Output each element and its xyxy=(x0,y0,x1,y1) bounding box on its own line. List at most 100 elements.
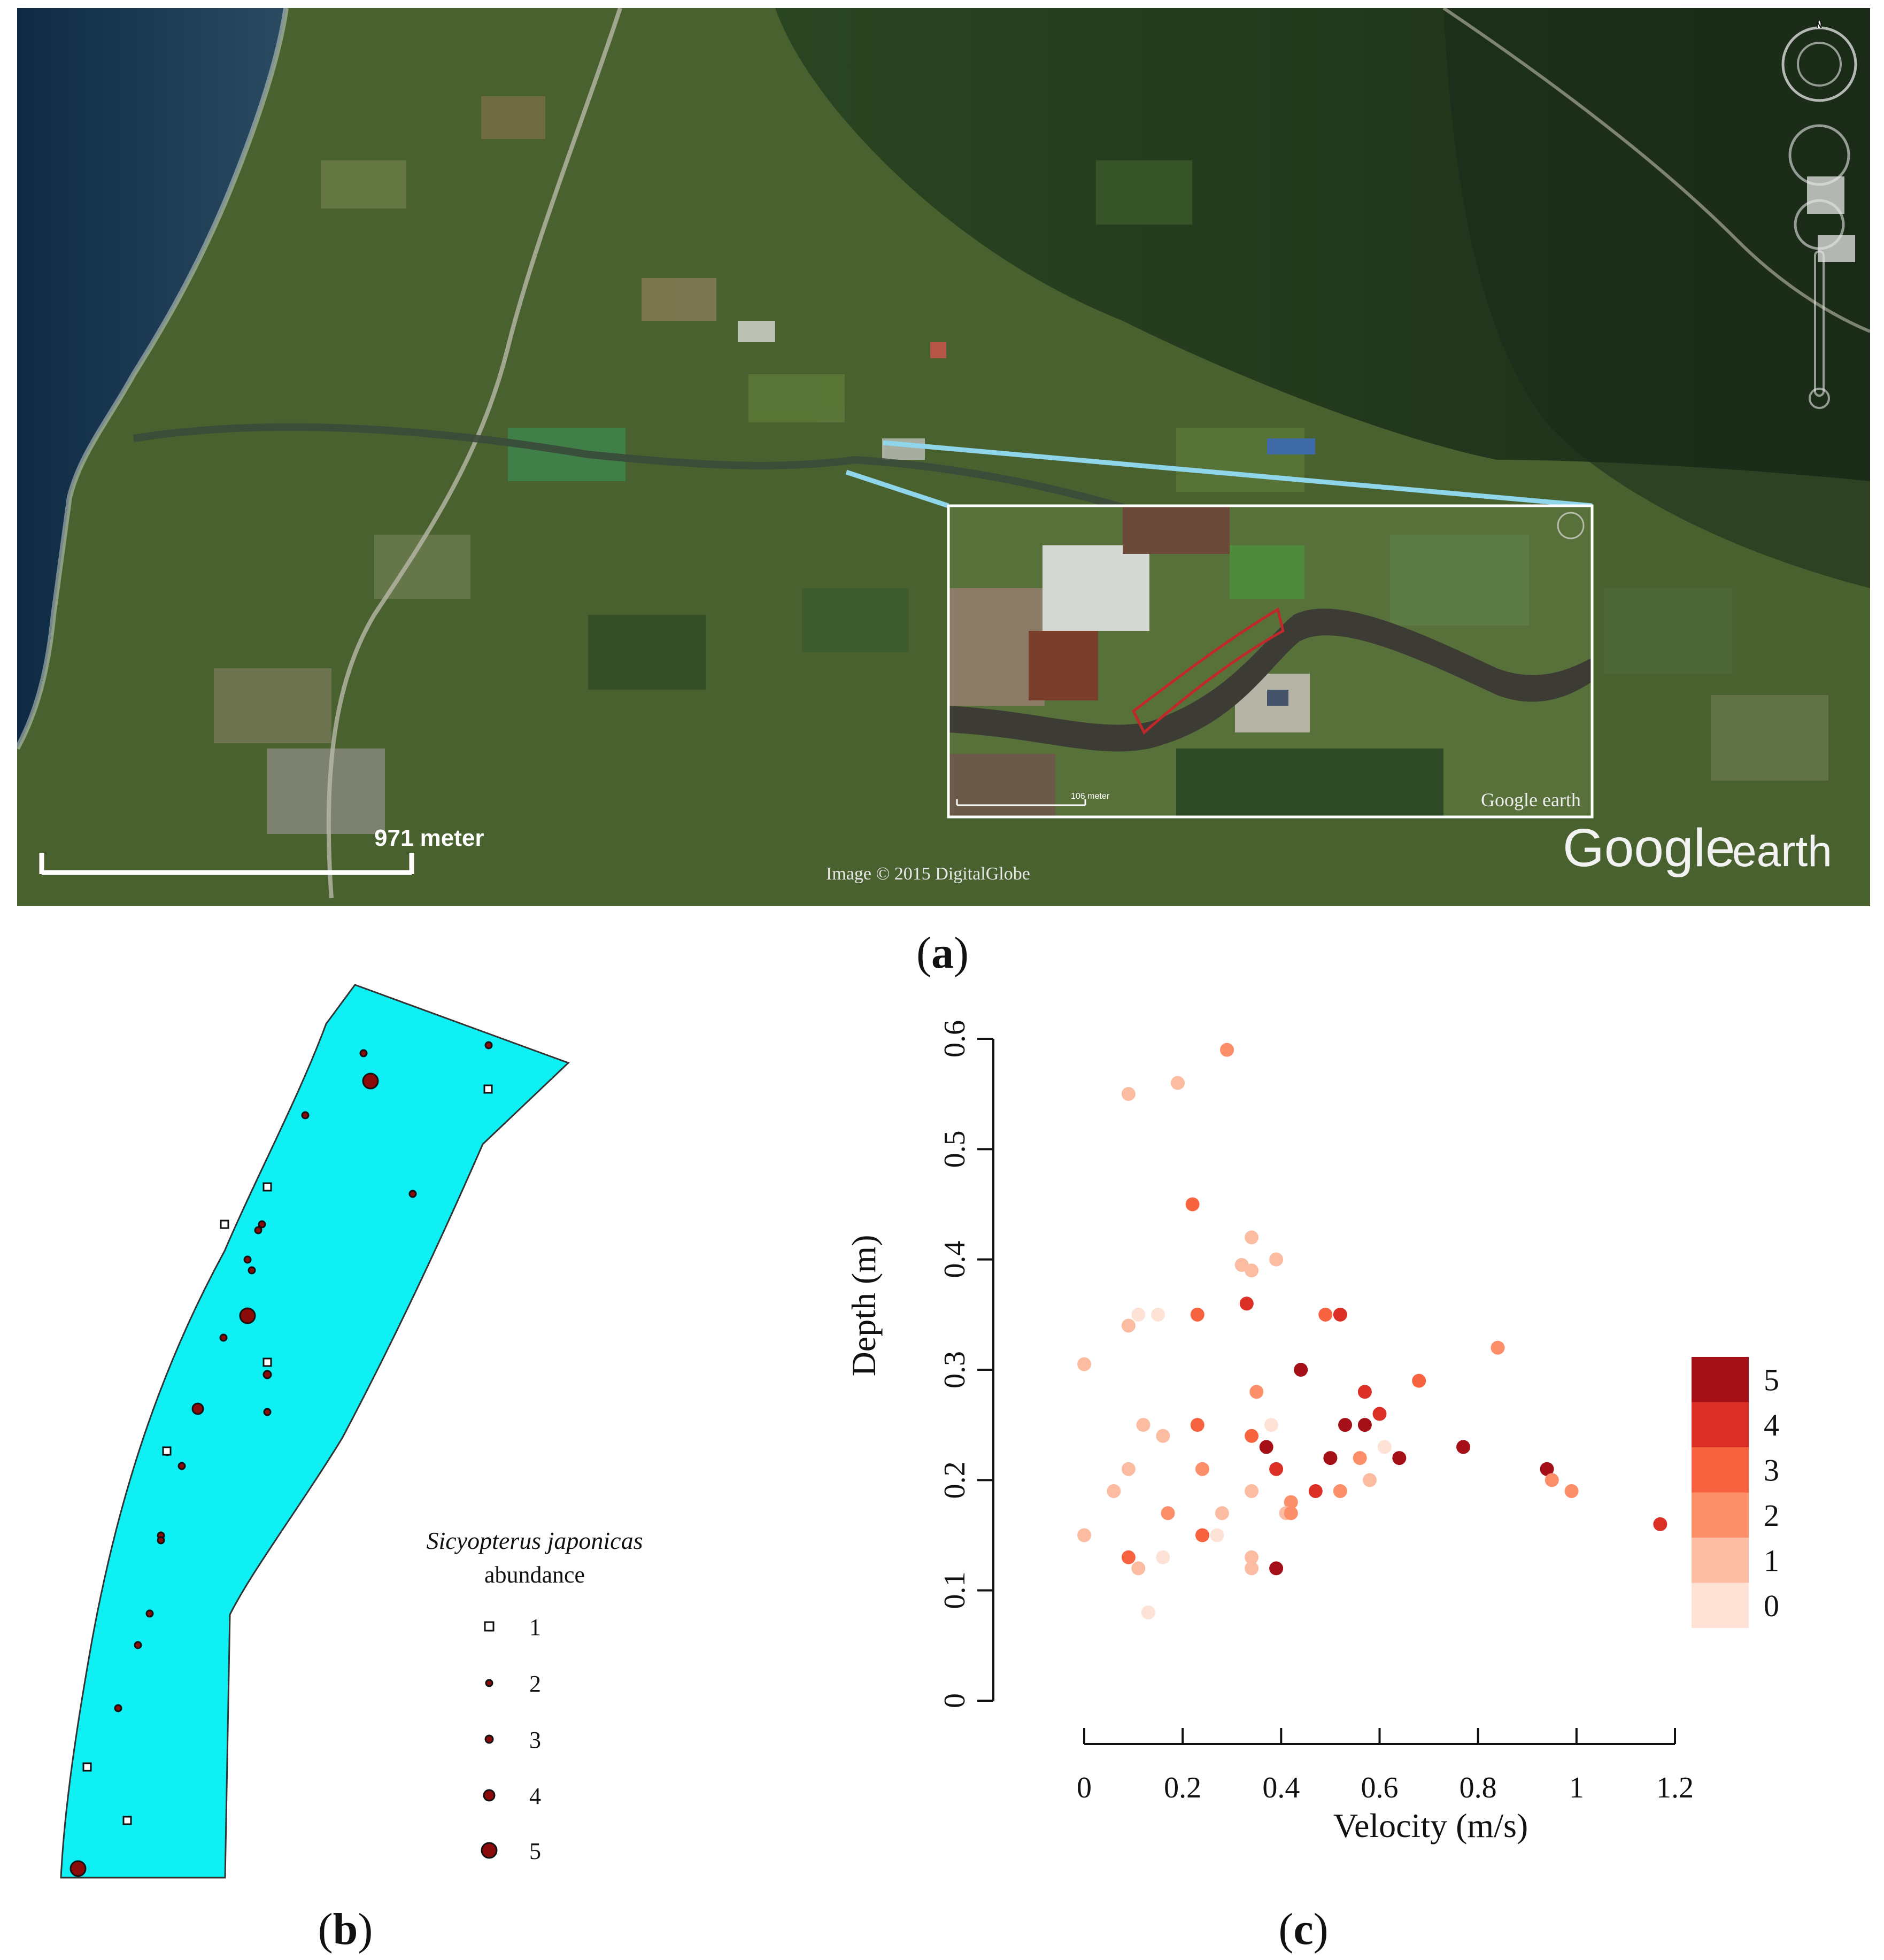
scatter-point xyxy=(1456,1440,1471,1454)
x-axis-label: Velocity (m/s) xyxy=(1333,1807,1528,1845)
scatter-point xyxy=(1121,1318,1136,1333)
legend-symbol-3 xyxy=(484,1734,494,1744)
scatter-point xyxy=(1249,1385,1264,1399)
legend-swatch-3 xyxy=(1692,1447,1749,1493)
inset-field-dark xyxy=(1123,506,1230,554)
inset-field-green xyxy=(1230,545,1304,599)
navigation-controls[interactable]: N xyxy=(1781,20,1857,409)
scatter-point xyxy=(1151,1307,1165,1322)
scatter-chart: 0 0.1 0.2 0.3 0.4 0.5 0.6 0 0.2 0.4 0.6 0.8 1 1.2 De… xyxy=(845,1020,1779,1845)
abundance-point xyxy=(483,1084,493,1094)
abundance-point xyxy=(359,1049,368,1058)
legend-label-1: 1 xyxy=(529,1614,541,1640)
inset-border xyxy=(947,504,1594,819)
abundance-point xyxy=(70,1860,87,1877)
scatter-point xyxy=(1333,1307,1347,1322)
abundance-point xyxy=(263,1408,272,1416)
abundance-point xyxy=(243,1255,252,1264)
compass-inner-ring xyxy=(1797,42,1842,87)
abundance-point xyxy=(362,1072,379,1090)
y-tick-label: 0.5 xyxy=(938,1130,971,1168)
scatter-point xyxy=(1195,1528,1209,1542)
panel-a-label: (a) xyxy=(916,928,969,978)
abundance-point xyxy=(145,1609,154,1618)
legend-label-4: 4 xyxy=(529,1783,541,1809)
scatter-point xyxy=(1245,1561,1259,1576)
google-logo-word: Google xyxy=(1563,818,1735,878)
abundance-legend: Sicyopterus japonicas abundance 1 2 3 4 5 xyxy=(427,1527,643,1864)
legend-symbol-5 xyxy=(481,1842,498,1859)
abundance-point xyxy=(239,1307,256,1324)
scatter-point xyxy=(1372,1407,1387,1421)
legend-swatch-4 xyxy=(1692,1402,1749,1447)
scatter-point xyxy=(1245,1484,1259,1498)
scatter-point xyxy=(1264,1418,1278,1432)
abundance-point xyxy=(114,1704,122,1712)
inset-river xyxy=(948,608,1592,752)
scatter-point xyxy=(1156,1550,1170,1564)
scatter-point xyxy=(1363,1473,1377,1487)
abundance-point xyxy=(177,1462,186,1470)
scatter-point xyxy=(1077,1528,1091,1542)
inset-google-earth-logo: Google earth xyxy=(1481,789,1581,811)
y-axis-label: Depth (m) xyxy=(845,1235,883,1377)
scatter-point xyxy=(1136,1418,1151,1432)
scatter-point xyxy=(1338,1418,1353,1432)
inset-map: 106 meter Google earth xyxy=(947,504,1594,819)
abundance-points xyxy=(70,1041,493,1877)
scatter-point xyxy=(1245,1550,1259,1564)
scatter-point xyxy=(1308,1484,1323,1498)
satellite-map-panel: 106 meter Google earth N 971 meter Image… xyxy=(17,8,1870,906)
scatter-point xyxy=(1540,1462,1554,1476)
scatter-point xyxy=(1210,1528,1224,1542)
scatter-point xyxy=(1170,1076,1185,1090)
x-tick-label: 0.6 xyxy=(1361,1771,1399,1804)
scatter-point xyxy=(1220,1043,1234,1057)
look-joystick-icon[interactable] xyxy=(1788,124,1850,186)
legend-value-5: 5 xyxy=(1764,1362,1779,1397)
scatter-point xyxy=(1215,1506,1229,1521)
earth-logo-word: earth xyxy=(1732,827,1832,876)
scatter-point xyxy=(1269,1252,1284,1267)
sea-area xyxy=(17,8,286,748)
zoom-out-icon[interactable] xyxy=(1809,388,1830,409)
inset-scale-label: 106 meter xyxy=(1071,792,1110,801)
scatter-point xyxy=(1077,1357,1091,1371)
scatter-point xyxy=(1131,1561,1146,1576)
move-joystick-icon[interactable] xyxy=(1794,199,1845,250)
abundance-point xyxy=(254,1226,262,1234)
legend-label-2: 2 xyxy=(529,1671,541,1697)
legend-label-5: 5 xyxy=(529,1838,541,1864)
legend-value-3: 3 xyxy=(1764,1453,1779,1487)
abundance-point xyxy=(134,1641,142,1649)
scatter-point xyxy=(1131,1307,1146,1322)
main-road xyxy=(326,8,622,899)
scatter-point xyxy=(1161,1506,1175,1521)
legend-value-1: 1 xyxy=(1764,1543,1779,1578)
abundance-point xyxy=(301,1111,310,1120)
scatter-point xyxy=(1269,1462,1284,1476)
y-axis: 0 0.1 0.2 0.3 0.4 0.5 0.6 xyxy=(938,1020,994,1708)
inset-connector-top xyxy=(883,440,1593,508)
inset-roof xyxy=(1267,690,1288,706)
x-tick-label: 0.4 xyxy=(1262,1771,1300,1804)
x-tick-label: 0.8 xyxy=(1460,1771,1497,1804)
abundance-point xyxy=(82,1762,92,1772)
scatter-point xyxy=(1141,1605,1155,1619)
legend-abundance-title: abundance xyxy=(484,1562,585,1588)
reach-polygon xyxy=(60,984,570,1879)
scatter-point xyxy=(1245,1429,1259,1443)
legend-label-3: 3 xyxy=(529,1727,541,1753)
abundance-point xyxy=(191,1402,204,1415)
legend-value-2: 2 xyxy=(1764,1498,1779,1533)
abundance-point xyxy=(262,1182,272,1192)
legend-value-4: 4 xyxy=(1764,1408,1779,1442)
shoreline xyxy=(17,8,289,750)
inset-field-rows xyxy=(1390,535,1529,626)
x-axis: 0 0.2 0.4 0.6 0.8 1 1.2 xyxy=(1077,1728,1694,1804)
zoom-slider[interactable] xyxy=(1814,250,1825,397)
scatter-point xyxy=(1284,1506,1298,1521)
scatter-point xyxy=(1545,1473,1559,1487)
scatter-point xyxy=(1156,1429,1170,1443)
abundance-point xyxy=(258,1220,266,1229)
